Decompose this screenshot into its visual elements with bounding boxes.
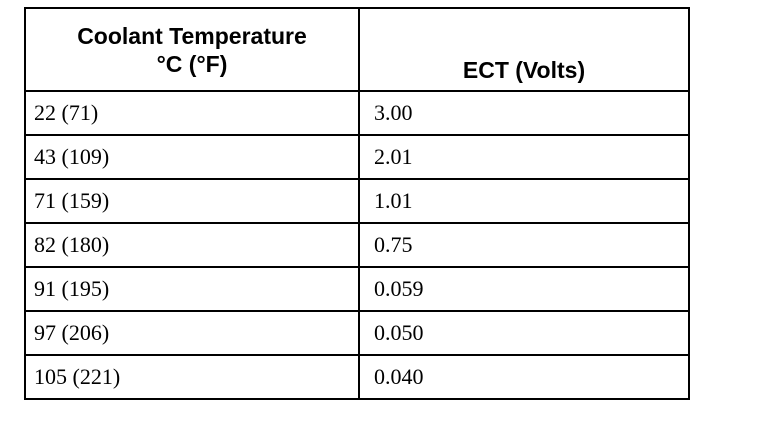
table-header: Coolant Temperature °C (°F) ECT (Volts): [24, 7, 690, 92]
ect-voltage-cell: 0.050: [358, 310, 690, 356]
temperature-cell: 71 (159): [24, 178, 360, 224]
table-row: 82 (180) 0.75: [24, 222, 690, 268]
temperature-cell: 82 (180): [24, 222, 360, 268]
ect-voltage-cell: 2.01: [358, 134, 690, 180]
table-row: 43 (109) 2.01: [24, 134, 690, 180]
temperature-cell: 97 (206): [24, 310, 360, 356]
coolant-temperature-header-line-2: °C (°F): [156, 50, 228, 77]
ect-voltage-cell: 0.059: [358, 266, 690, 312]
ect-volts-header: ECT (Volts): [358, 7, 690, 92]
header-row: Coolant Temperature °C (°F) ECT (Volts): [24, 7, 690, 92]
ect-voltage-cell: 1.01: [358, 178, 690, 224]
coolant-temperature-header: Coolant Temperature °C (°F): [24, 7, 360, 92]
temperature-cell: 105 (221): [24, 354, 360, 400]
table-row: 22 (71) 3.00: [24, 90, 690, 136]
ect-voltage-cell: 0.040: [358, 354, 690, 400]
table-row: 71 (159) 1.01: [24, 178, 690, 224]
table-body: 22 (71) 3.00 43 (109) 2.01 71 (159) 1.01…: [24, 90, 690, 400]
temperature-cell: 91 (195): [24, 266, 360, 312]
temperature-cell: 22 (71): [24, 90, 360, 136]
temperature-cell: 43 (109): [24, 134, 360, 180]
ect-voltage-cell: 0.75: [358, 222, 690, 268]
table-row: 105 (221) 0.040: [24, 354, 690, 400]
table-row: 91 (195) 0.059: [24, 266, 690, 312]
ect-voltage-cell: 3.00: [358, 90, 690, 136]
coolant-temperature-table: Coolant Temperature °C (°F) ECT (Volts) …: [24, 7, 690, 400]
table-row: 97 (206) 0.050: [24, 310, 690, 356]
coolant-temperature-header-line-1: Coolant Temperature: [77, 22, 307, 49]
